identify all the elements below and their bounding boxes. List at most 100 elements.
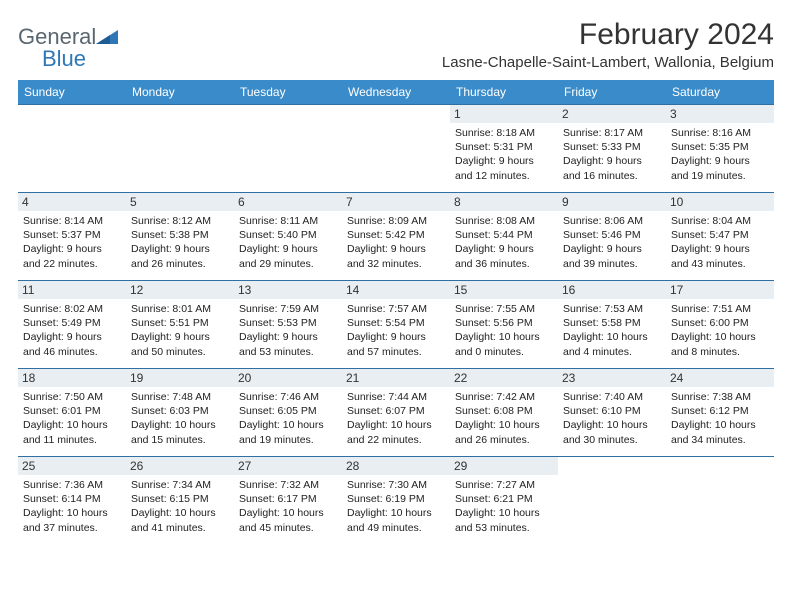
day-number: 4 [18,193,126,211]
sunset-text: Sunset: 5:47 PM [671,228,769,242]
daylight-text-1: Daylight: 10 hours [347,506,445,520]
calendar-day-cell: 25 Sunrise: 7:36 AMSunset: 6:14 PMDayligh… [18,457,126,545]
sunset-text: Sunset: 5:38 PM [131,228,229,242]
calendar-day-cell: . [18,105,126,193]
day-header: Tuesday [234,80,342,105]
day-info: Sunrise: 7:36 AMSunset: 6:14 PMDaylight:… [23,478,121,535]
daylight-text-2: and 22 minutes. [347,433,445,447]
brand-logo: General Blue [18,18,118,76]
daylight-text-1: Daylight: 9 hours [23,242,121,256]
daylight-text-2: and 19 minutes. [239,433,337,447]
brand-logo-text: General Blue [18,24,118,76]
calendar-day-cell: 29Sunrise: 7:27 AMSunset: 6:21 PMDayligh… [450,457,558,545]
calendar-page: General Blue February 2024 Lasne-Chapell… [0,0,792,557]
day-info: Sunrise: 7:55 AMSunset: 5:56 PMDaylight:… [455,302,553,359]
sunset-text: Sunset: 5:56 PM [455,316,553,330]
day-number: 9 [558,193,666,211]
sunrise-text: Sunrise: 8:11 AM [239,214,337,228]
day-header: Saturday [666,80,774,105]
sunrise-text: Sunrise: 7:55 AM [455,302,553,316]
calendar-day-cell: 6Sunrise: 8:11 AMSunset: 5:40 PMDaylight… [234,193,342,281]
calendar-day-cell: . [666,457,774,545]
calendar-day-cell: 5 Sunrise: 8:12 AMSunset: 5:38 PMDaylight… [126,193,234,281]
daylight-text-1: Daylight: 10 hours [239,418,337,432]
daylight-text-2: and 53 minutes. [455,521,553,535]
calendar-day-cell: 14Sunrise: 7:57 AMSunset: 5:54 PMDayligh… [342,281,450,369]
sunset-text: Sunset: 5:54 PM [347,316,445,330]
sunrise-text: Sunrise: 8:08 AM [455,214,553,228]
day-header: Wednesday [342,80,450,105]
day-info: Sunrise: 7:51 AMSunset: 6:00 PMDaylight:… [671,302,769,359]
day-info: Sunrise: 8:08 AMSunset: 5:44 PMDaylight:… [455,214,553,271]
sunset-text: Sunset: 6:08 PM [455,404,553,418]
daylight-text-2: and 36 minutes. [455,257,553,271]
daylight-text-1: Daylight: 9 hours [455,242,553,256]
calendar-day-cell: 16Sunrise: 7:53 AMSunset: 5:58 PMDayligh… [558,281,666,369]
day-info: Sunrise: 7:32 AMSunset: 6:17 PMDaylight:… [239,478,337,535]
day-info: Sunrise: 8:17 AMSunset: 5:33 PMDaylight:… [563,126,661,183]
daylight-text-1: Daylight: 9 hours [239,242,337,256]
calendar-day-cell: 7Sunrise: 8:09 AMSunset: 5:42 PMDaylight… [342,193,450,281]
sunset-text: Sunset: 6:03 PM [131,404,229,418]
calendar-day-cell: 4Sunrise: 8:14 AMSunset: 5:37 PMDaylight… [18,193,126,281]
sunrise-text: Sunrise: 7:50 AM [23,390,121,404]
sunrise-text: Sunrise: 8:04 AM [671,214,769,228]
daylight-text-2: and 32 minutes. [347,257,445,271]
day-number: 5 [126,193,234,211]
daylight-text-1: Daylight: 9 hours [671,242,769,256]
day-number: 28 [342,457,450,475]
calendar-week-row: 18Sunrise: 7:50 AMSunset: 6:01 PMDayligh… [18,369,774,457]
day-number: 18 [18,369,126,387]
daylight-text-1: Daylight: 10 hours [23,506,121,520]
day-header-row: Sunday Monday Tuesday Wednesday Thursday… [18,80,774,105]
day-info: Sunrise: 7:34 AMSunset: 6:15 PMDaylight:… [131,478,229,535]
day-number: 7 [342,193,450,211]
brand-triangle-icon [96,28,118,49]
calendar-week-row: ....1Sunrise: 8:18 AMSunset: 5:31 PMDayl… [18,105,774,193]
sunset-text: Sunset: 5:53 PM [239,316,337,330]
sunrise-text: Sunrise: 7:44 AM [347,390,445,404]
day-number: 27 [234,457,342,475]
sunrise-text: Sunrise: 7:36 AM [23,478,121,492]
calendar-day-cell: 1Sunrise: 8:18 AMSunset: 5:31 PMDaylight… [450,105,558,193]
daylight-text-1: Daylight: 10 hours [671,330,769,344]
daylight-text-2: and 15 minutes. [131,433,229,447]
daylight-text-1: Daylight: 10 hours [455,506,553,520]
daylight-text-1: Daylight: 9 hours [131,242,229,256]
daylight-text-2: and 12 minutes. [455,169,553,183]
sunrise-text: Sunrise: 8:01 AM [131,302,229,316]
sunset-text: Sunset: 5:35 PM [671,140,769,154]
daylight-text-2: and 41 minutes. [131,521,229,535]
day-number: 25 [18,457,126,475]
daylight-text-1: Daylight: 9 hours [455,154,553,168]
day-info: Sunrise: 7:38 AMSunset: 6:12 PMDaylight:… [671,390,769,447]
daylight-text-1: Daylight: 9 hours [239,330,337,344]
day-info: Sunrise: 7:53 AMSunset: 5:58 PMDaylight:… [563,302,661,359]
sunrise-text: Sunrise: 8:09 AM [347,214,445,228]
day-number: 20 [234,369,342,387]
daylight-text-2: and 19 minutes. [671,169,769,183]
calendar-day-cell: . [558,457,666,545]
sunset-text: Sunset: 5:37 PM [23,228,121,242]
calendar-day-cell: 18Sunrise: 7:50 AMSunset: 6:01 PMDayligh… [18,369,126,457]
calendar-day-cell: 21Sunrise: 7:44 AMSunset: 6:07 PMDayligh… [342,369,450,457]
daylight-text-2: and 39 minutes. [563,257,661,271]
day-info: Sunrise: 8:06 AMSunset: 5:46 PMDaylight:… [563,214,661,271]
daylight-text-1: Daylight: 9 hours [671,154,769,168]
sunset-text: Sunset: 6:12 PM [671,404,769,418]
day-number: 17 [666,281,774,299]
daylight-text-2: and 26 minutes. [455,433,553,447]
calendar-day-cell: 26Sunrise: 7:34 AMSunset: 6:15 PMDayligh… [126,457,234,545]
sunset-text: Sunset: 6:14 PM [23,492,121,506]
sunset-text: Sunset: 5:33 PM [563,140,661,154]
calendar-day-cell: 27 Sunrise: 7:32 AMSunset: 6:17 PMDayligh… [234,457,342,545]
daylight-text-2: and 29 minutes. [239,257,337,271]
daylight-text-2: and 57 minutes. [347,345,445,359]
day-info: Sunrise: 8:18 AMSunset: 5:31 PMDaylight:… [455,126,553,183]
day-info: Sunrise: 7:40 AMSunset: 6:10 PMDaylight:… [563,390,661,447]
day-info: Sunrise: 8:12 AMSunset: 5:38 PMDaylight:… [131,214,229,271]
day-info: Sunrise: 7:57 AMSunset: 5:54 PMDaylight:… [347,302,445,359]
sunset-text: Sunset: 6:05 PM [239,404,337,418]
daylight-text-2: and 16 minutes. [563,169,661,183]
daylight-text-1: Daylight: 10 hours [563,330,661,344]
